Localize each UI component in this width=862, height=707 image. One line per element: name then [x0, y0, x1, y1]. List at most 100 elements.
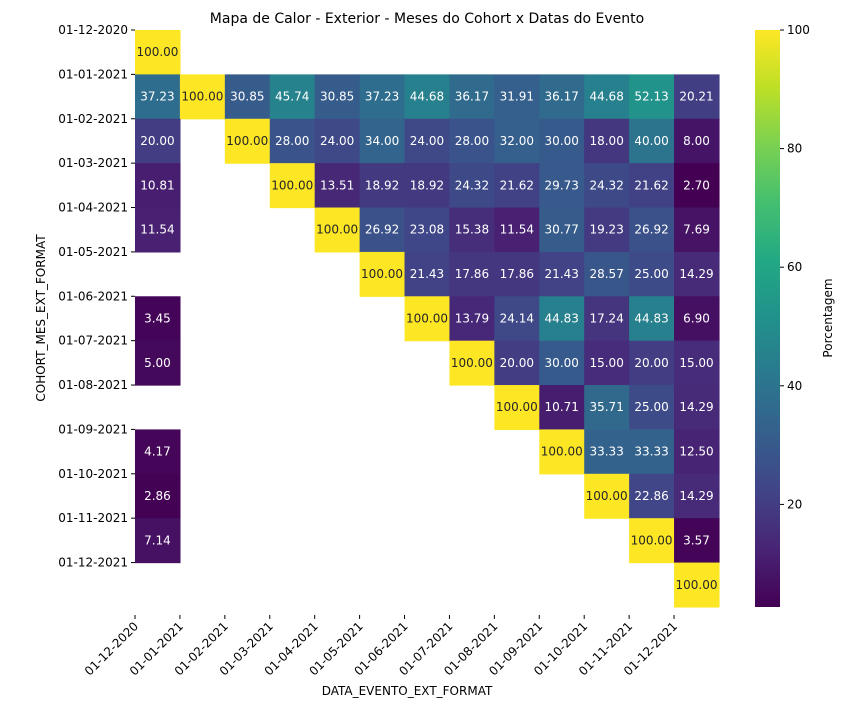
colorbar-tick-label: 80 — [787, 142, 802, 156]
heatmap-cell — [629, 74, 675, 120]
y-tick-label: 01-11-2021 — [58, 511, 128, 525]
colorbar-tick-label: 100 — [787, 23, 810, 37]
heatmap-cell — [584, 207, 630, 253]
heatmap-cell — [674, 118, 720, 164]
cell-value-label: 19.23 — [589, 223, 623, 237]
cell-value-label: 17.86 — [455, 267, 489, 281]
cell-value-label: 7.69 — [683, 223, 710, 237]
heatmap-cell — [404, 163, 451, 209]
heatmap-cell — [629, 385, 675, 431]
y-axis-label: COHORT_MES_EXT_FORMAT — [34, 234, 48, 402]
cell-value-label: 30.00 — [545, 356, 579, 370]
heatmap-cell — [135, 118, 181, 164]
cell-value-label: 24.00 — [320, 134, 354, 148]
heatmap-cell — [629, 429, 675, 475]
heatmap-cell — [494, 118, 540, 164]
cell-value-label: 3.45 — [144, 311, 171, 325]
heatmap-cell — [179, 74, 226, 120]
y-tick-label: 01-12-2021 — [58, 556, 128, 570]
cell-value-label: 30.85 — [230, 90, 264, 104]
heatmap-cell — [135, 74, 181, 120]
chart-title: Mapa de Calor - Exterior - Meses do Coho… — [210, 11, 644, 27]
heatmap-cell — [629, 118, 675, 164]
cell-value-label: 8.00 — [683, 134, 710, 148]
cell-value-label: 6.90 — [683, 311, 710, 325]
heatmap-cell — [269, 74, 316, 120]
cell-value-label: 18.00 — [589, 134, 623, 148]
cell-value-label: 25.00 — [634, 400, 668, 414]
cell-value-label: 29.73 — [545, 178, 579, 192]
heatmap-cell — [449, 251, 495, 297]
cell-value-label: 13.51 — [320, 178, 354, 192]
heatmap-cell — [629, 340, 675, 386]
cell-value-label: 100.00 — [451, 356, 493, 370]
cell-value-label: 45.74 — [275, 90, 309, 104]
heatmap-cell — [629, 251, 675, 297]
cell-value-label: 10.71 — [545, 400, 579, 414]
cell-value-label: 100.00 — [676, 578, 718, 592]
cell-value-label: 35.71 — [589, 400, 623, 414]
cell-value-label: 24.32 — [455, 178, 489, 192]
y-tick-label: 01-10-2021 — [58, 467, 128, 481]
cell-value-label: 44.68 — [410, 90, 444, 104]
heatmap-cell — [674, 518, 720, 564]
heatmap-cell — [314, 207, 361, 253]
colorbar-tick-label: 40 — [787, 379, 802, 393]
cell-value-label: 17.86 — [500, 267, 534, 281]
cell-value-label: 14.29 — [679, 267, 713, 281]
heatmap-cell — [135, 518, 181, 564]
heatmap-cell — [539, 251, 585, 297]
heatmap-cell — [584, 429, 630, 475]
cell-value-label: 44.68 — [589, 90, 623, 104]
heatmap-cell — [449, 118, 495, 164]
cell-value-label: 15.00 — [589, 356, 623, 370]
cell-value-label: 30.00 — [545, 134, 579, 148]
y-tick-label: 01-01-2021 — [58, 67, 128, 81]
heatmap-cell — [449, 207, 495, 253]
heatmap-cell — [359, 163, 406, 209]
heatmap-cell — [135, 207, 181, 253]
heatmap-cell — [674, 473, 720, 519]
cell-value-label: 2.86 — [144, 489, 171, 503]
cell-value-label: 14.29 — [679, 400, 713, 414]
y-tick-label: 01-12-2020 — [58, 23, 128, 37]
heatmap-cell — [449, 340, 495, 386]
heatmap-cell — [584, 473, 630, 519]
heatmap-cell — [584, 163, 630, 209]
cell-value-label: 28.57 — [589, 267, 623, 281]
colorbar-tick-label: 60 — [787, 260, 802, 274]
heatmap-cell — [629, 296, 675, 342]
cell-value-label: 100.00 — [316, 223, 358, 237]
cell-value-label: 20.00 — [634, 356, 668, 370]
heatmap-cell — [494, 74, 540, 120]
heatmap-cell — [494, 385, 540, 431]
heatmap-cell — [494, 296, 540, 342]
heatmap-cell — [674, 385, 720, 431]
cell-value-label: 100.00 — [406, 311, 448, 325]
cell-value-label: 100.00 — [541, 445, 583, 459]
cell-value-label: 20.00 — [140, 134, 174, 148]
cell-value-label: 25.00 — [634, 267, 668, 281]
cell-value-label: 24.32 — [589, 178, 623, 192]
cell-value-label: 28.00 — [455, 134, 489, 148]
heatmap-cell — [314, 163, 361, 209]
heatmap-cell — [404, 207, 451, 253]
heatmap-cell — [135, 340, 181, 386]
heatmap-cell — [404, 118, 451, 164]
y-tick-label: 01-07-2021 — [58, 334, 128, 348]
cell-labels: 100.00 37.23 100.00 30.85 45.74 30.85 37.23 44.… — [136, 45, 717, 592]
heatmap-cell — [674, 296, 720, 342]
cell-value-label: 17.24 — [589, 311, 623, 325]
heatmap-cell — [359, 207, 406, 253]
cell-value-label: 100.00 — [226, 134, 268, 148]
cell-value-label: 21.62 — [500, 178, 534, 192]
heatmap-cell — [584, 251, 630, 297]
cell-value-label: 2.70 — [683, 178, 710, 192]
heatmap-cell — [404, 74, 451, 120]
heatmap-cell — [629, 207, 675, 253]
heatmap-cell — [269, 118, 316, 164]
heatmap-cell — [135, 163, 181, 209]
heatmap-cell — [584, 385, 630, 431]
y-axis-ticks: 01-12-2020 01-01-2021 01-02-2021 01-03-2021… — [58, 23, 135, 570]
cell-value-label: 100.00 — [181, 90, 223, 104]
